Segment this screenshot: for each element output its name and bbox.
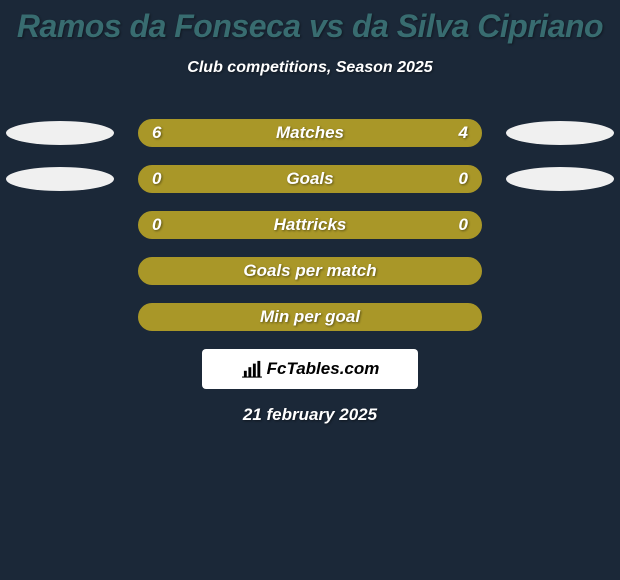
player-avatar-right [506,121,614,145]
stat-bar-right-fill [344,120,481,146]
stat-bar [138,211,482,239]
stat-row: Goals00 [0,165,620,193]
stat-bar [138,257,482,285]
stat-rows: Matches64 Goals00 Hattricks00 Goals per mat… [0,119,620,331]
page-subtitle: Club competitions, Season 2025 [0,59,620,77]
stat-row: Goals per match [0,257,620,285]
stat-bar [138,303,482,331]
player-avatar-right [506,167,614,191]
stat-bar [138,165,482,193]
logo-text: FcTables.com [267,359,380,379]
player-avatar-left [6,167,114,191]
page-title: Ramos da Fonseca vs da Silva Cipriano [0,0,620,45]
stat-bar [138,119,482,147]
logo: FcTables.com [202,349,418,389]
stat-bar-left-fill [139,120,344,146]
comparison-card: Ramos da Fonseca vs da Silva Cipriano Cl… [0,0,620,580]
stat-row: Min per goal [0,303,620,331]
bar-chart-icon [241,360,263,378]
player-avatar-left [6,121,114,145]
date-label: 21 february 2025 [0,405,620,425]
stat-row: Hattricks00 [0,211,620,239]
stat-row: Matches64 [0,119,620,147]
